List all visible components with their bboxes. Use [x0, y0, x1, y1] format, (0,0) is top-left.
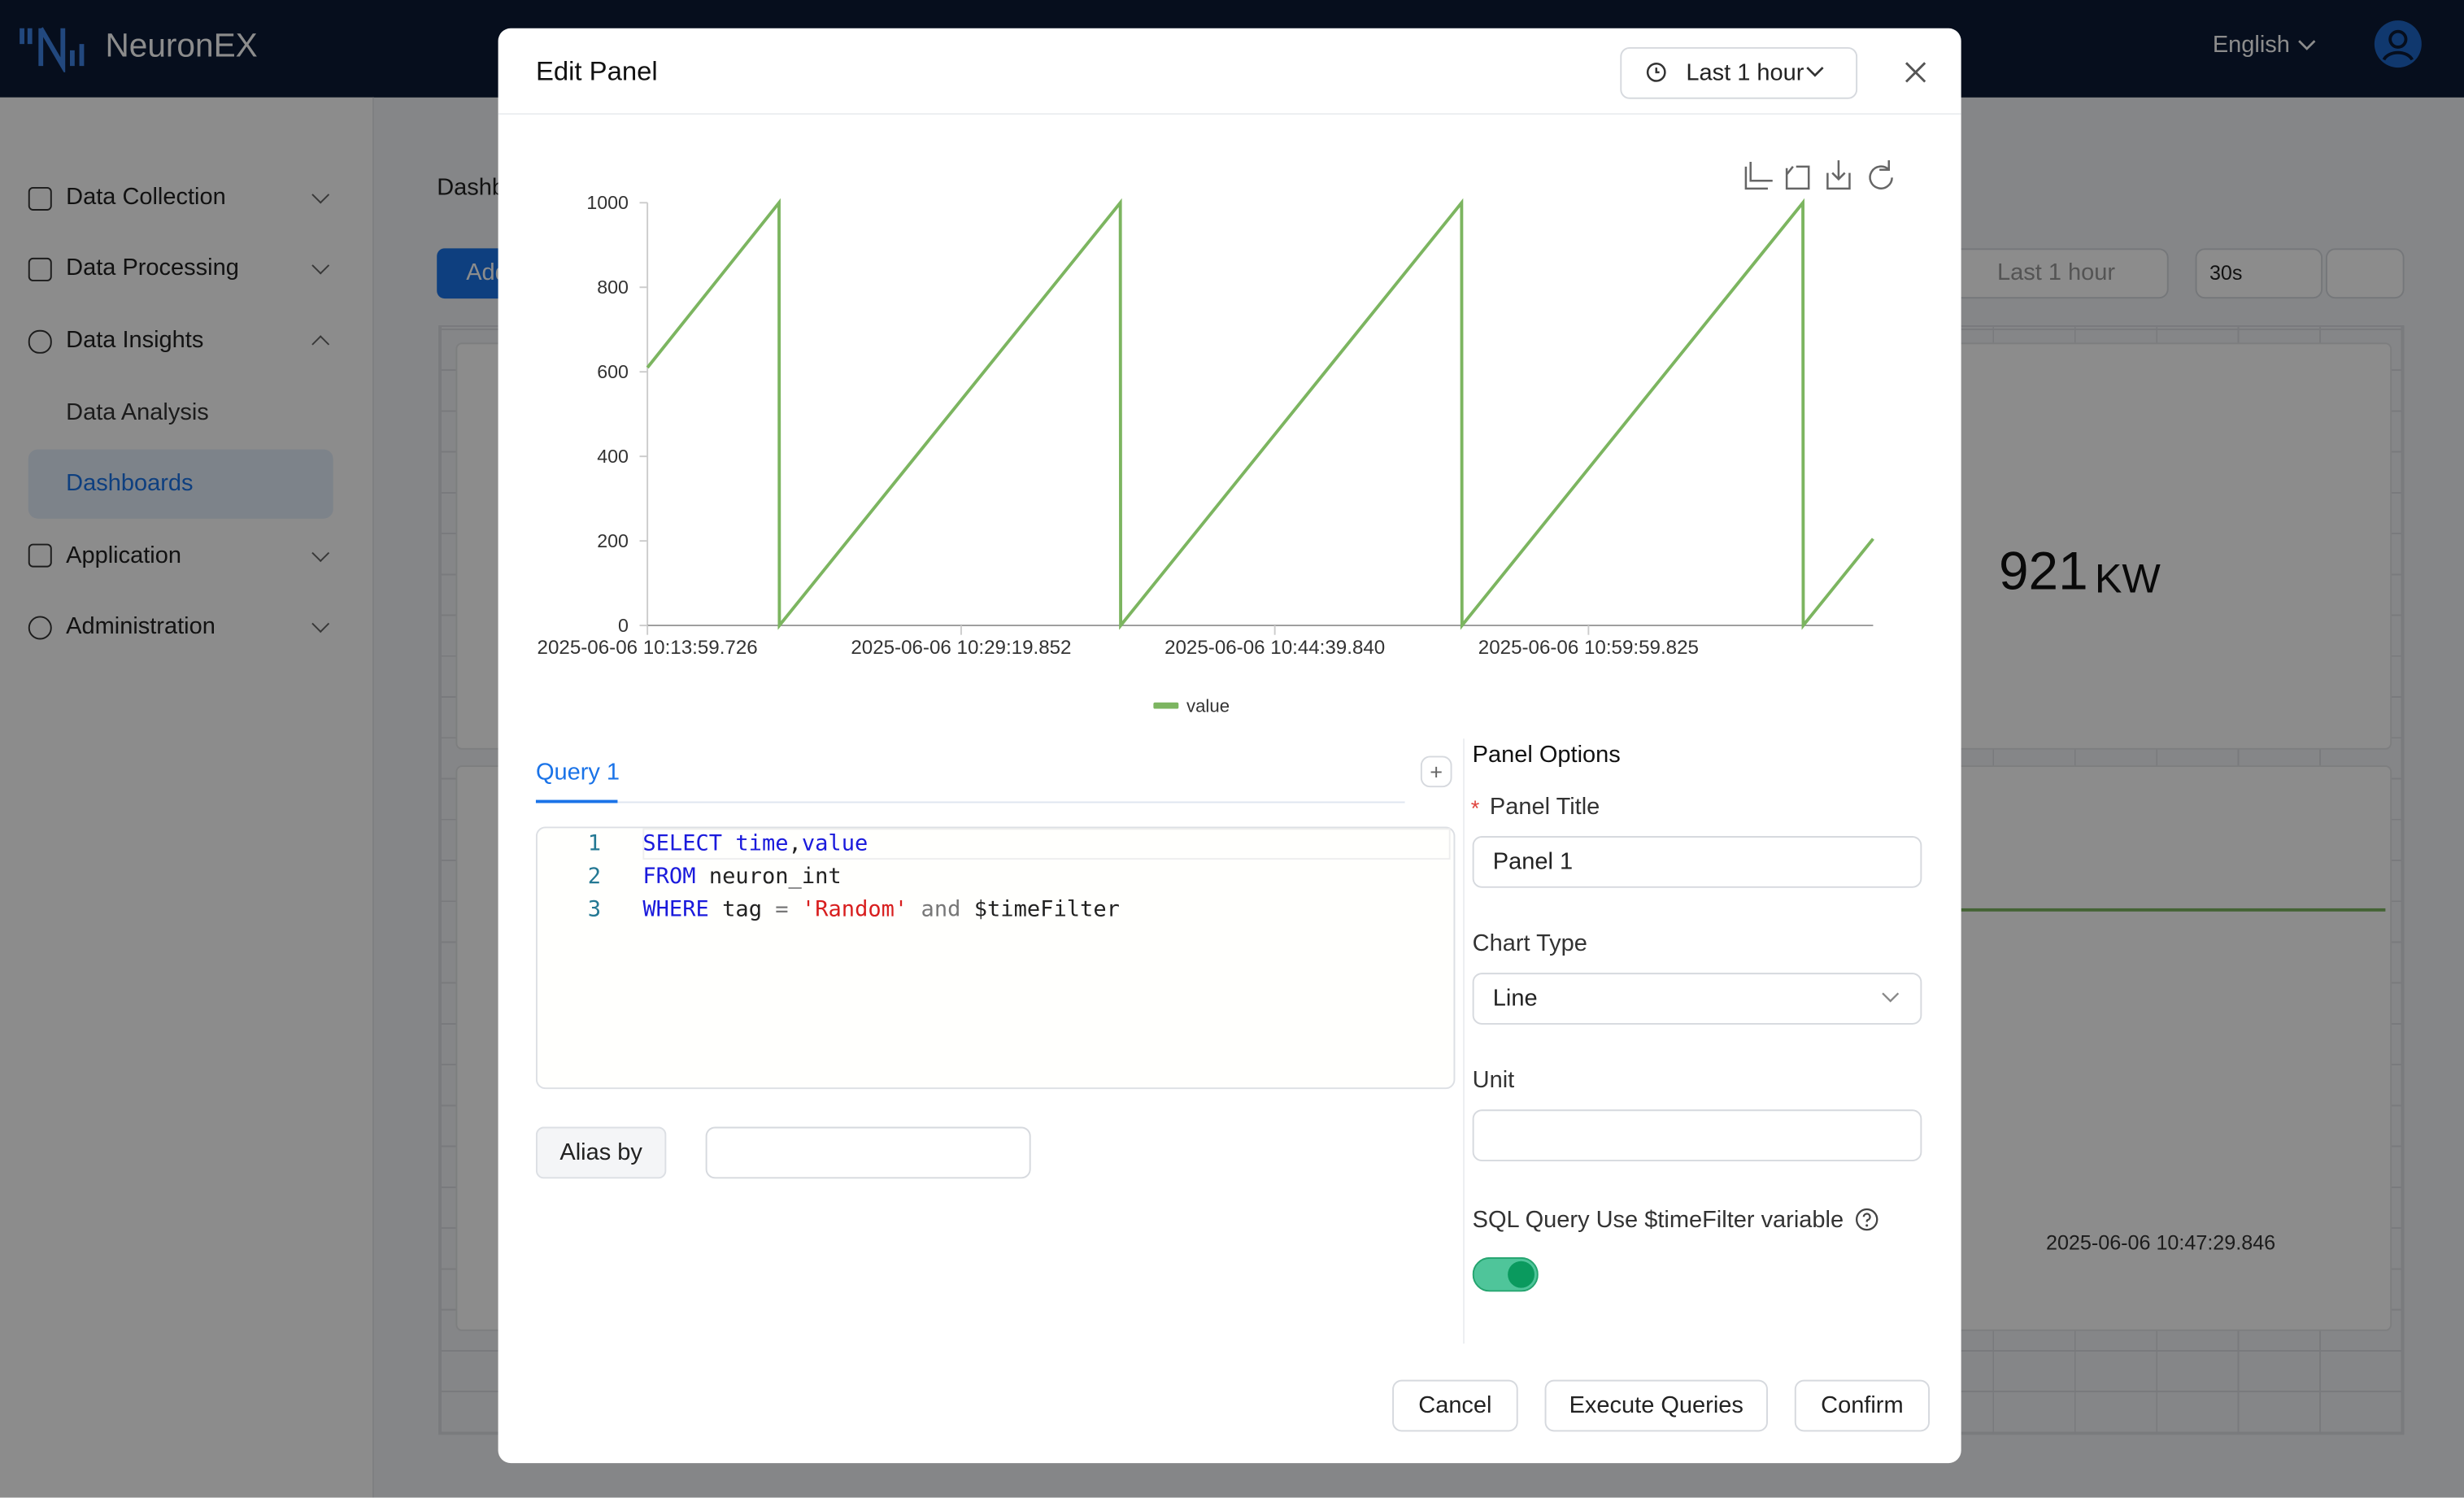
field-label: Panel Title: [1489, 793, 1600, 821]
code-line: WHERE tag = 'Random' and $timeFilter: [642, 897, 1120, 922]
selected-bg: [28, 449, 333, 519]
title-input[interactable]: Panel 1: [1472, 836, 1922, 888]
tab-ink: [535, 799, 618, 803]
field-label: Chart Type: [1472, 930, 1587, 957]
punct: ,: [788, 831, 802, 857]
sidebar: [0, 97, 374, 1498]
operator: =: [775, 897, 789, 923]
query-tab[interactable]: Query 1: [535, 759, 620, 786]
line-number: 3: [587, 897, 602, 923]
modal-header: [498, 28, 1961, 115]
chart: 0 200 400 600 800 1000 2025-06-06 10:13:59.726…: [538, 160, 1893, 716]
field-label: SQL Query Use $timeFilter variable: [1472, 1207, 1844, 1234]
nav-sub-item[interactable]: Data Analysis: [66, 398, 209, 426]
line-number: 1: [587, 831, 602, 857]
download-icon[interactable]: [1826, 160, 1851, 190]
options-heading: Panel Options: [1472, 742, 1621, 769]
tab-line: [535, 801, 1405, 803]
y-tick-label: 600: [597, 361, 629, 382]
nav-item[interactable]: Data Insights: [66, 326, 204, 354]
nav-item[interactable]: Application: [66, 542, 181, 569]
y-tick-label: 400: [597, 446, 629, 467]
brand: NeuronEX: [105, 28, 258, 65]
alias-label: Alias by: [535, 1126, 667, 1179]
refresh-button[interactable]: [2325, 248, 2405, 299]
language[interactable]: English: [2212, 31, 2290, 59]
icon: [28, 329, 52, 354]
icon: [28, 543, 52, 568]
avatar[interactable]: [2373, 19, 2423, 69]
stat-value: 921: [1999, 542, 2088, 603]
modal-title: Edit Panel: [535, 56, 658, 87]
identifier: time: [735, 831, 789, 857]
line-number: 2: [587, 864, 602, 890]
x-tick-label: 2025-06-06 10:44:39.840: [1165, 637, 1385, 659]
code-line: FROM neuron_int: [642, 864, 841, 890]
zoom-icon[interactable]: [1744, 162, 1773, 190]
identifier: $timeFilter: [973, 897, 1120, 923]
code-editor[interactable]: [535, 826, 1456, 1090]
x-tick-label: 2025-06-06 10:59:59.825: [1478, 637, 1699, 659]
restore-icon[interactable]: [1869, 160, 1893, 189]
cancel-button[interactable]: Cancel: [1392, 1379, 1518, 1432]
nav-item[interactable]: Administration: [66, 612, 215, 640]
y-tick-label: 200: [597, 530, 629, 551]
time-range[interactable]: Last 1 hour: [1620, 46, 1858, 99]
legend-swatch: [1153, 702, 1179, 709]
close-button[interactable]: [1903, 59, 1928, 85]
chart-type-select[interactable]: Line: [1472, 973, 1922, 1025]
time-range[interactable]: Last 1 hour: [1944, 248, 2169, 299]
unit-input[interactable]: [1472, 1109, 1922, 1162]
keyword: SELECT: [642, 831, 723, 857]
x-tick-label: 2025-06-06 10:13:59.726: [538, 637, 758, 659]
logo: [20, 27, 85, 72]
current-line: [642, 828, 1451, 860]
help-icon[interactable]: [1854, 1207, 1879, 1232]
stat-unit: KW: [2094, 555, 2161, 603]
field-label: Unit: [1472, 1067, 1515, 1094]
legend-label: value: [1186, 695, 1230, 716]
code-line: SELECT time,value: [642, 831, 868, 856]
y-tick-label: 0: [618, 615, 629, 636]
required-mark: *: [1470, 795, 1480, 821]
icon: [28, 616, 52, 640]
caret: [1806, 67, 1824, 77]
panel-line: [1961, 908, 2386, 912]
keyword: WHERE: [642, 897, 709, 923]
chart-toolbar: [1744, 160, 1893, 190]
string: 'Random': [801, 897, 908, 923]
edit-panel-modal: Edit Panel Last 1 hour 0 200 400 600 800 1000…: [498, 28, 1961, 1464]
zoom-reset-icon[interactable]: [1785, 165, 1810, 190]
divider: [1463, 738, 1465, 1344]
operator: and: [921, 897, 961, 923]
add-query[interactable]: +: [1420, 756, 1452, 788]
execute-button[interactable]: Execute Queries: [1544, 1379, 1768, 1432]
nav-item[interactable]: Data Processing: [66, 255, 239, 281]
identifier: tag: [722, 897, 763, 923]
caret: [2298, 40, 2316, 50]
identifier: value: [801, 831, 868, 857]
y-tick-label: 800: [597, 277, 629, 298]
refresh-select[interactable]: 30s: [2195, 248, 2323, 299]
x-tick-label: 2025-06-06 10:29:19.852: [851, 637, 1071, 659]
toggle[interactable]: [1472, 1256, 1539, 1292]
alias-input[interactable]: [705, 1126, 1031, 1179]
line-series: [646, 198, 1874, 630]
nav-sub-item[interactable]: Dashboards: [66, 469, 194, 497]
clock-icon: [1646, 63, 1666, 82]
identifier: neuron_int: [708, 864, 842, 890]
icon: [28, 257, 52, 281]
icon: [28, 186, 52, 211]
y-tick-label: 1000: [586, 192, 629, 213]
keyword: FROM: [642, 864, 696, 890]
axis-label: 2025-06-06 10:47:29.846: [2045, 1230, 2276, 1255]
caret: [1882, 992, 1900, 1003]
confirm-button[interactable]: Confirm: [1794, 1379, 1930, 1432]
nav-item[interactable]: Data Collection: [66, 184, 226, 211]
